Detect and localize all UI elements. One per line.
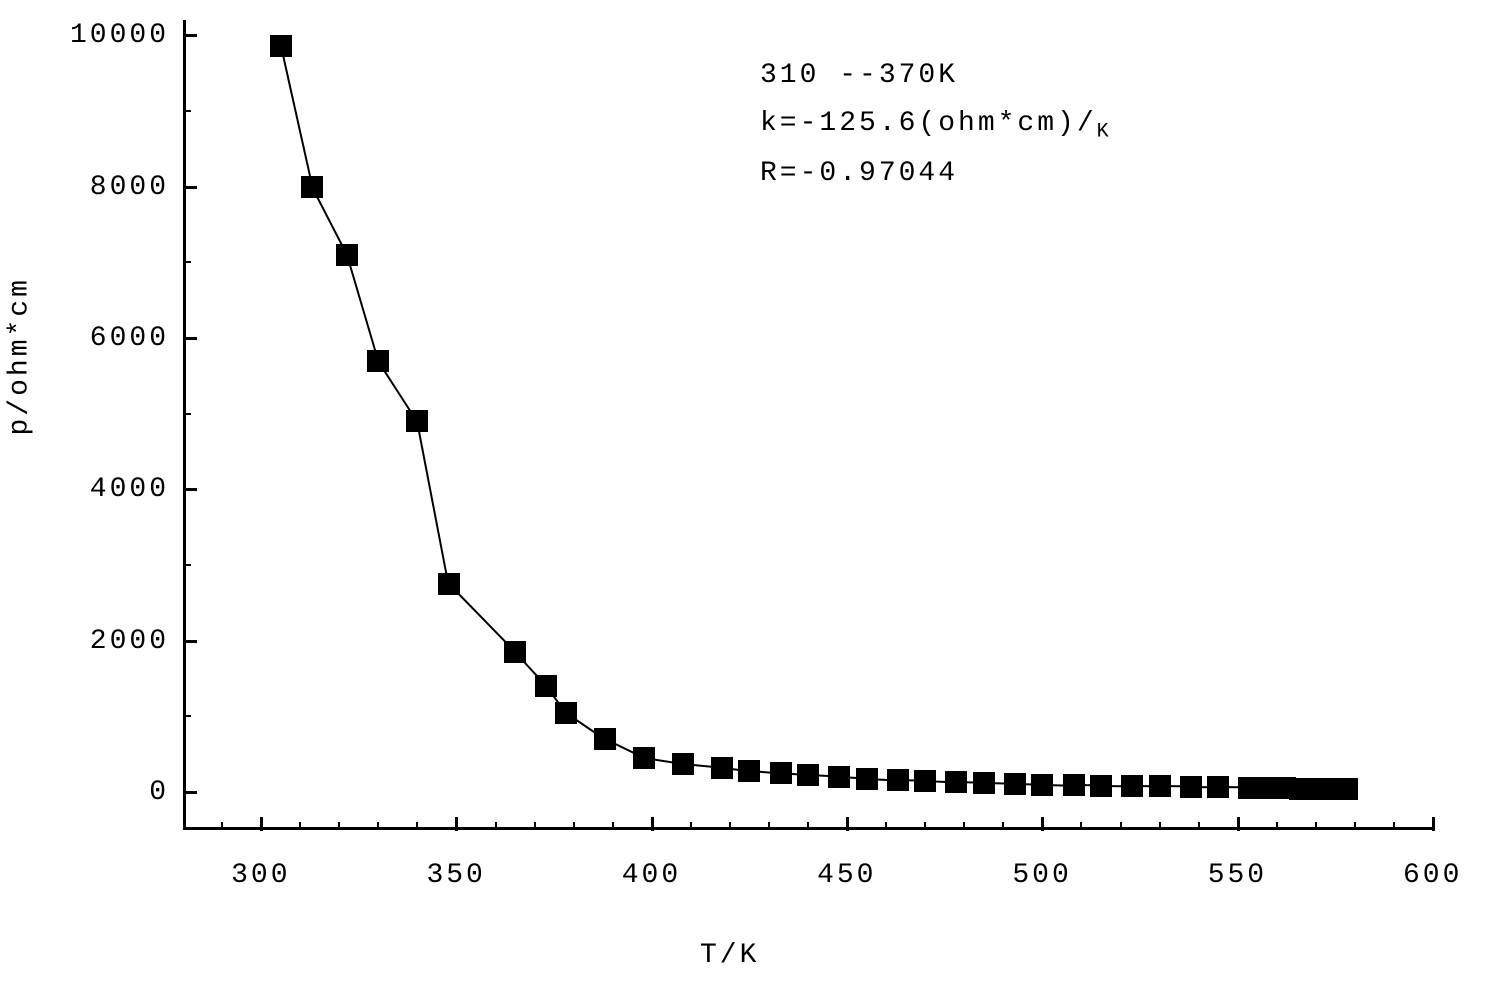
xtick-minor (807, 822, 809, 830)
xtick-mark (455, 817, 458, 831)
ytick-minor (183, 413, 191, 415)
xtick-minor (963, 822, 965, 830)
xtick-minor (1159, 822, 1161, 830)
xtick-minor (1276, 822, 1278, 830)
chart-container: p/ohm*cm T/K 0 2000 4000 6000 8000 10000 300 3… (0, 0, 1489, 983)
xtick-minor (1080, 822, 1082, 830)
y-axis-label: p/ohm*cm (5, 277, 36, 435)
xtick-minor (1198, 822, 1200, 830)
x-axis-label: T/K (700, 940, 759, 971)
xtick-minor (495, 822, 497, 830)
xtick-minor (377, 822, 379, 830)
ytick-mark (183, 640, 197, 643)
xtick-minor (1120, 822, 1122, 830)
ytick-label: 4000 (90, 474, 169, 505)
ytick-minor (183, 110, 191, 112)
ytick-mark (183, 488, 197, 491)
xtick-minor (924, 822, 926, 830)
xtick-minor (690, 822, 692, 830)
xtick-minor (221, 822, 223, 830)
xtick-minor (885, 822, 887, 830)
xtick-minor (1393, 822, 1395, 830)
xtick-label: 450 (817, 860, 876, 891)
xtick-mark (260, 817, 263, 831)
data-line (1191, 786, 1218, 788)
data-line (1316, 788, 1332, 790)
ytick-label: 0 (149, 777, 169, 808)
xtick-minor (768, 822, 770, 830)
xtick-mark (1432, 817, 1435, 831)
xtick-mark (1041, 817, 1044, 831)
xtick-mark (846, 817, 849, 831)
xtick-minor (612, 822, 614, 830)
ytick-mark (183, 791, 197, 794)
data-line (1331, 788, 1347, 790)
ytick-minor (183, 261, 191, 263)
ytick-label: 10000 (70, 20, 169, 51)
data-line (1249, 787, 1269, 789)
xtick-label: 350 (426, 860, 485, 891)
data-line (1101, 785, 1132, 787)
annotation-text: R=-0.97044 (760, 158, 958, 189)
data-line (1300, 788, 1316, 790)
ytick-minor (183, 715, 191, 717)
data-line (1015, 783, 1042, 786)
xtick-minor (1315, 822, 1317, 830)
ytick-label: 8000 (90, 172, 169, 203)
annotation-text: 310 --370K (760, 60, 958, 91)
ytick-minor (183, 564, 191, 566)
ytick-label: 2000 (90, 626, 169, 657)
xtick-label: 550 (1208, 860, 1267, 891)
xtick-label: 600 (1403, 860, 1462, 891)
xtick-label: 300 (231, 860, 290, 891)
data-line (1042, 784, 1073, 787)
data-line (1269, 787, 1285, 789)
xtick-minor (534, 822, 536, 830)
xtick-label: 500 (1012, 860, 1071, 891)
xtick-mark (651, 817, 654, 831)
ytick-mark (183, 34, 197, 37)
ytick-mark (183, 186, 197, 189)
xtick-label: 400 (622, 860, 681, 891)
xtick-minor (1354, 822, 1356, 830)
annotation-text: k=-125.6(ohm*cm)/K (760, 108, 1112, 144)
xtick-minor (573, 822, 575, 830)
xtick-minor (299, 822, 301, 830)
xtick-minor (338, 822, 340, 830)
ytick-label: 6000 (90, 323, 169, 354)
xtick-mark (1237, 817, 1240, 831)
xtick-minor (1002, 822, 1004, 830)
xtick-minor (416, 822, 418, 830)
xtick-minor (729, 822, 731, 830)
ytick-mark (183, 337, 197, 340)
